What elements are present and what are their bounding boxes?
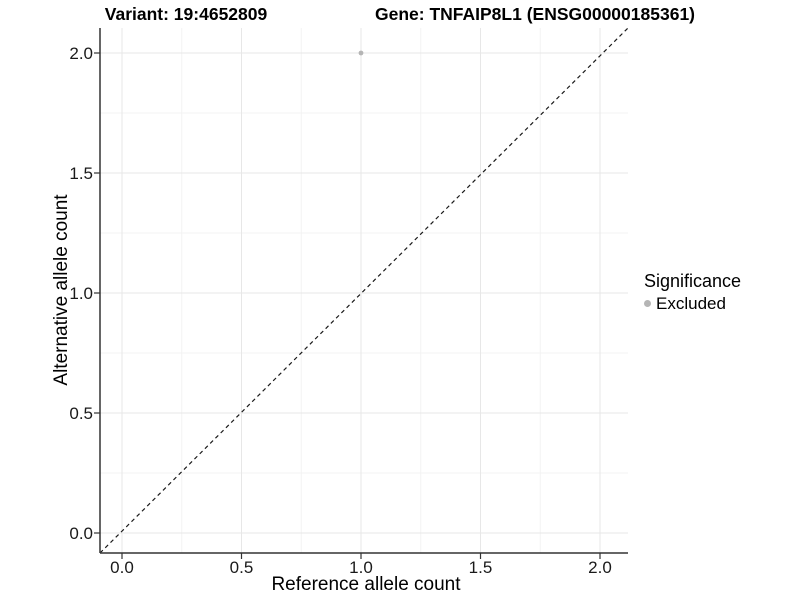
identity-dashed-line [99,27,629,554]
legend-entry-label: Excluded [656,294,726,313]
y-tick-label: 0.5 [69,404,93,423]
y-tick-label: 0.0 [69,524,93,543]
legend-entry: Excluded [644,294,741,313]
x-tick-label: 0.5 [229,558,254,577]
legend: Significance Excluded [644,271,741,313]
legend-key-dot [644,300,651,307]
y-axis-title: Alternative allele count [51,194,72,386]
x-axis-title: Reference allele count [271,574,461,595]
y-tick-label: 2.0 [69,44,93,63]
x-tick-label: 2.0 [588,558,612,577]
x-tick-label: 0.0 [110,558,134,577]
gene-title: Gene: TNFAIP8L1 (ENSG00000185361) [374,4,696,24]
y-tick-label: 1.5 [69,164,93,183]
variant-title: Variant: 19:4652809 [104,4,268,24]
data-point [358,50,364,56]
legend-title: Significance [644,271,742,291]
x-tick-label: 1.5 [468,558,493,577]
y-tick-label: 1.0 [69,284,93,303]
x-tick-label: 1.0 [349,558,373,577]
